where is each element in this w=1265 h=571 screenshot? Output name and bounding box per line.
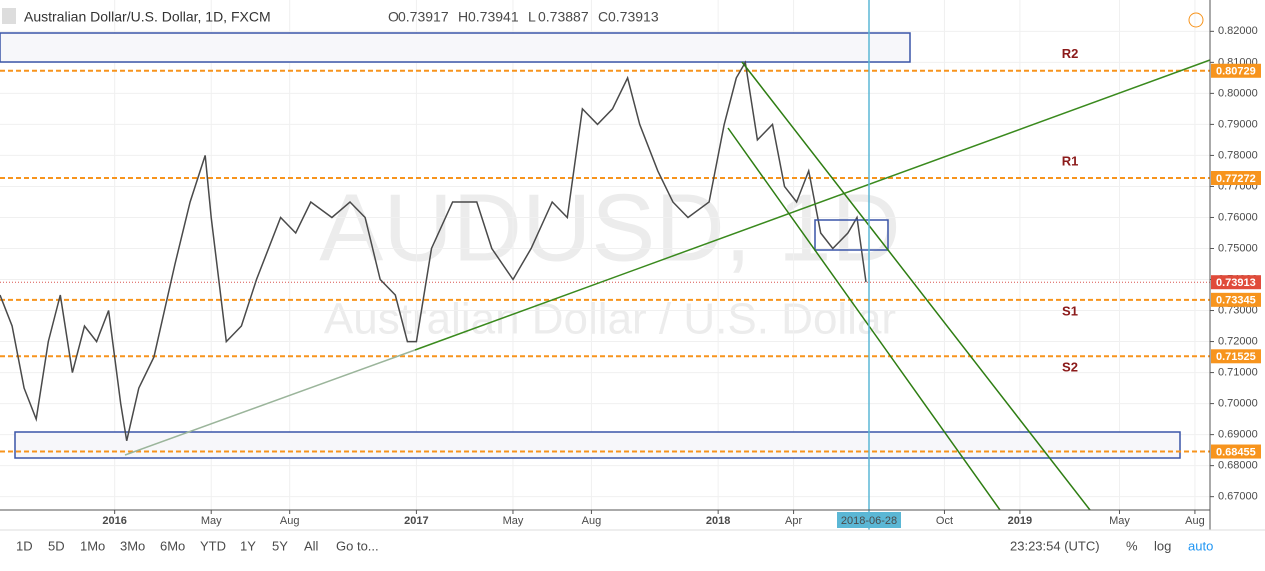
x-tick-label: Apr	[785, 515, 802, 527]
x-tick-label: 2016	[102, 515, 126, 527]
x-tick-label: 2018	[706, 515, 730, 527]
x-tick-label: 2019	[1008, 515, 1032, 527]
alert-icon	[1188, 12, 1204, 28]
x-tick-label: Aug	[582, 515, 602, 527]
x-tick-label: May	[503, 515, 524, 527]
range-button[interactable]: 6Mo	[160, 538, 185, 553]
y-tick-label: 0.67000	[1218, 491, 1258, 503]
range-button[interactable]: YTD	[200, 538, 226, 553]
cursor-date-box	[837, 512, 901, 528]
goto-button[interactable]: Go to...	[336, 538, 379, 553]
price-tag-label: 0.73913	[1216, 277, 1256, 289]
x-tick-label: Aug	[1185, 515, 1205, 527]
y-tick-label: 0.73000	[1218, 304, 1258, 316]
range-button[interactable]: All	[304, 538, 319, 553]
price-tag	[1211, 444, 1261, 459]
price-tag	[1211, 275, 1261, 290]
y-tick-label: 0.70000	[1218, 398, 1258, 410]
cursor-date: 2018-06-28	[841, 515, 897, 527]
drawings	[0, 32, 1181, 459]
x-tick-label: Oct	[936, 515, 953, 527]
y-tick-label: 0.82000	[1218, 25, 1258, 37]
ohlc-value: 0.73941	[468, 9, 519, 25]
x-tick-label: May	[1109, 515, 1130, 527]
zone-box	[14, 431, 1181, 459]
y-tick-label: 0.80000	[1218, 87, 1258, 99]
range-button[interactable]: 3Mo	[120, 538, 145, 553]
watermark-sub: Australian Dollar / U.S. Dollar	[324, 295, 896, 344]
x-tick-label: May	[201, 515, 222, 527]
toolbar: 1D 5D 1Mo 3Mo 6Mo YTD 1Y 5Y All Go to... 23:23:54 …	[16, 538, 1213, 553]
watermark-group: AUDUSD, 1D Australian Dollar / U.S. Doll…	[319, 174, 900, 343]
levels: R2 R1 S1 S2	[0, 46, 1210, 453]
drawings-top	[124, 0, 1211, 530]
ohlc-key: O	[388, 9, 399, 25]
price-tag	[1211, 292, 1261, 307]
zone-box	[814, 219, 889, 251]
y-tick-label: 0.68000	[1218, 460, 1258, 472]
price-tag	[1211, 349, 1261, 364]
x-tick-label: Aug	[280, 515, 300, 527]
price-tag	[1211, 171, 1261, 186]
range-button[interactable]: 1Y	[240, 538, 256, 553]
ohlc: O 0.73917 H 0.73941 L 0.73887 C 0.73913	[388, 9, 659, 25]
x-tick-label: 2017	[404, 515, 428, 527]
y-tick-label: 0.79000	[1218, 118, 1258, 130]
price-tag-label: 0.77272	[1216, 173, 1256, 185]
price-tag	[1211, 63, 1261, 78]
zone-box	[0, 32, 911, 63]
level-name: R1	[1062, 153, 1079, 168]
y-tick-label: 0.69000	[1218, 429, 1258, 441]
ohlc-key: L	[528, 9, 536, 25]
y-tick-label: 0.72000	[1218, 335, 1258, 347]
range-button[interactable]: 1Mo	[80, 538, 105, 553]
level-name: S2	[1062, 360, 1078, 375]
level-name: S1	[1062, 303, 1078, 318]
auto-toggle[interactable]: auto	[1188, 538, 1213, 553]
price-tag-label: 0.80729	[1216, 66, 1256, 78]
price-tag-label: 0.68455	[1216, 446, 1256, 458]
series	[0, 60, 867, 441]
level-name: R2	[1062, 46, 1079, 61]
price-line	[0, 60, 867, 441]
ohlc-value: 0.73913	[608, 9, 659, 25]
ohlc-key: C	[598, 9, 608, 25]
axes: 0.67000 0.68000 0.69000 0.70000 0.71000 0.720…	[102, 25, 1261, 528]
channel-line	[727, 127, 1001, 511]
price-tag-label: 0.73345	[1216, 295, 1256, 307]
watermark: AUDUSD, 1D	[319, 174, 900, 281]
trend-line	[124, 349, 416, 456]
price-tag-label: 0.71525	[1216, 351, 1256, 363]
y-tick-label: 0.78000	[1218, 149, 1258, 161]
range-button[interactable]: 5Y	[272, 538, 288, 553]
y-tick-label: 0.71000	[1218, 366, 1258, 378]
channel-line	[741, 61, 1091, 511]
trend-line	[414, 59, 1211, 351]
grid	[0, 0, 1210, 510]
range-button[interactable]: 1D	[16, 538, 33, 553]
ohlc-value: 0.73917	[398, 9, 449, 25]
clock: 23:23:54 (UTC)	[1010, 538, 1100, 553]
range-button[interactable]: 5D	[48, 538, 65, 553]
log-toggle[interactable]: log	[1154, 538, 1171, 553]
symbol-icon	[2, 8, 16, 24]
percent-toggle[interactable]: %	[1126, 538, 1138, 553]
ohlc-value: 0.73887	[538, 9, 589, 25]
ohlc-key: H	[458, 9, 468, 25]
y-tick-label: 0.76000	[1218, 211, 1258, 223]
chart-title: Australian Dollar/U.S. Dollar, 1D, FXCM	[24, 9, 271, 25]
y-tick-label: 0.75000	[1218, 242, 1258, 254]
